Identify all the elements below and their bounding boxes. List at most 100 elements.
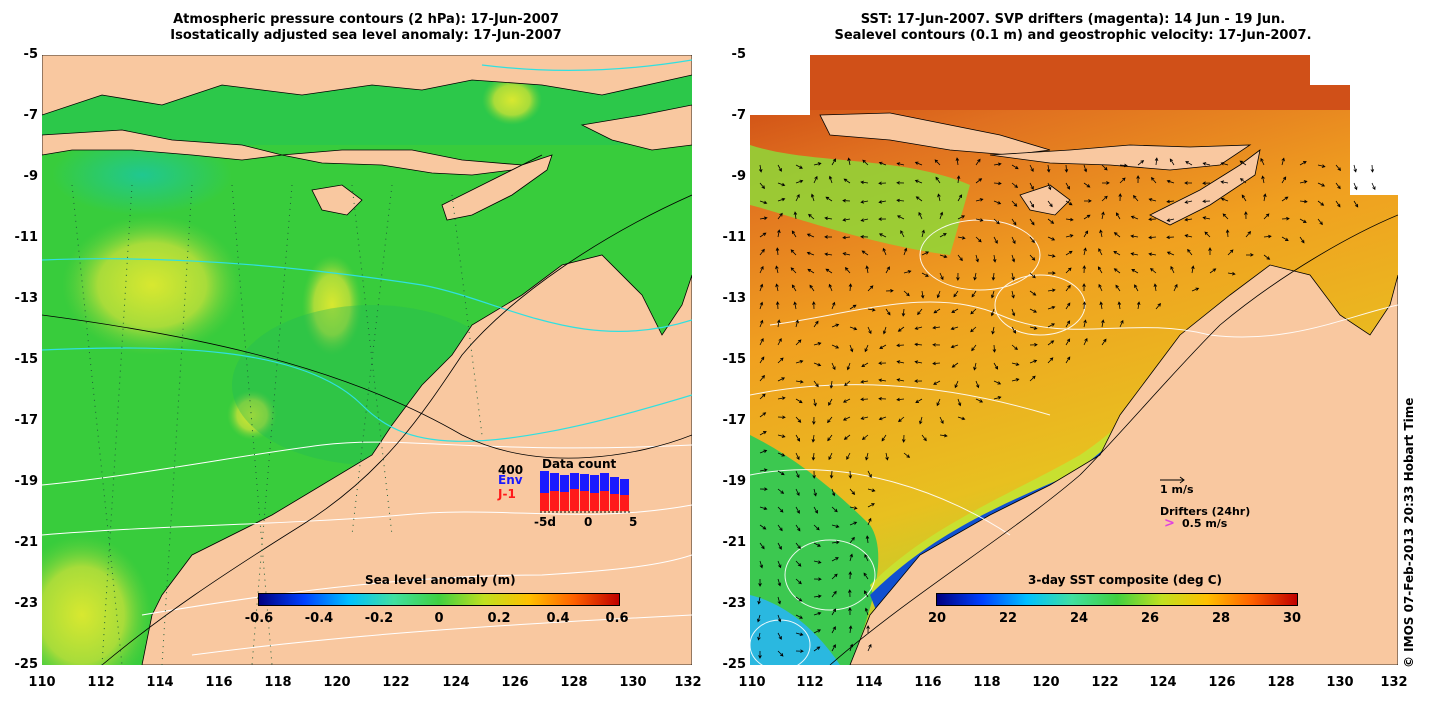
velocity-scale-arrow — [1160, 476, 1185, 484]
y-tick: -21 — [14, 535, 39, 550]
x-tick: 112 — [796, 675, 824, 690]
y-tick: -19 — [14, 474, 39, 489]
x-tick: 112 — [87, 675, 115, 690]
x-tick: 130 — [1326, 675, 1354, 690]
colorbar-tick: -0.4 — [304, 611, 334, 626]
j1-count-bar — [550, 491, 559, 511]
colorbar-tick: 24 — [1069, 611, 1089, 626]
y-tick: -5 — [23, 47, 38, 62]
depth-contour — [829, 214, 1398, 665]
y-tick: -25 — [14, 657, 39, 672]
y-tick: -19 — [722, 474, 747, 489]
x-tick: 120 — [323, 675, 351, 690]
geostrophic-velocity-arrows — [756, 157, 1376, 659]
x-tick: 126 — [501, 675, 529, 690]
australia-landmass — [849, 264, 1398, 665]
y-tick: -5 — [731, 47, 746, 62]
australia-landmass — [141, 254, 692, 665]
x-tick: 124 — [1149, 675, 1177, 690]
x-tick: 116 — [205, 675, 233, 690]
x-tick: 122 — [1091, 675, 1119, 690]
x-tick: 114 — [855, 675, 883, 690]
y-tick: -9 — [731, 169, 746, 184]
x-tick: 120 — [1032, 675, 1060, 690]
j1-count-bar — [540, 493, 549, 511]
indonesia-landmass — [42, 55, 692, 221]
sst-colorbar-label: 3-day SST composite (deg C) — [1028, 573, 1223, 587]
y-tick: -21 — [722, 535, 747, 550]
drifter-scale-label: 0.5 m/s — [1182, 517, 1228, 530]
j1-count-bar — [570, 489, 579, 511]
sst-colorbar-scale — [936, 593, 1298, 606]
right-map-title: SST: 17-Jun-2007. SVP drifters (magenta)… — [748, 12, 1398, 44]
inset-xtick-zero: 0 — [584, 515, 593, 529]
inset-title: Data count — [542, 457, 617, 471]
positive-anomaly-region — [62, 215, 242, 355]
colorbar-tick: 26 — [1140, 611, 1160, 626]
x-tick: 110 — [738, 675, 766, 690]
j1-count-bar — [560, 492, 569, 511]
inset-xtick-start: -5d — [534, 515, 556, 529]
x-tick: 132 — [674, 675, 702, 690]
j1-count-bar — [620, 495, 629, 511]
sst-map: 1 m/s Drifters (24hr) > 0.5 m/s — [750, 55, 1398, 665]
inset-env-label: Env — [498, 473, 523, 487]
velocity-scale-label: 1 m/s — [1160, 483, 1194, 496]
inset-bar-chart — [540, 471, 632, 513]
colorbar-tick: 0.6 — [605, 611, 629, 626]
y-tick: -9 — [23, 169, 38, 184]
inset-xtick-end: 5 — [629, 515, 638, 529]
y-tick: -11 — [722, 230, 747, 245]
x-tick: 132 — [1380, 675, 1408, 690]
j1-count-bar — [610, 494, 619, 511]
pressure-contours — [42, 59, 692, 665]
j1-count-bar — [600, 491, 609, 511]
y-tick: -23 — [722, 596, 747, 611]
colorbar-tick: -0.2 — [364, 611, 394, 626]
y-tick: -17 — [14, 413, 39, 428]
cloud-mask — [750, 55, 1398, 195]
y-tick: -11 — [14, 230, 39, 245]
inset-j1-label: J-1 — [498, 487, 516, 501]
sst-map-svg — [750, 55, 1398, 665]
x-tick: 128 — [1267, 675, 1295, 690]
x-tick: 114 — [146, 675, 174, 690]
inset-max-label: 400 — [498, 463, 524, 477]
indonesia-landmass — [819, 112, 1261, 226]
satellite-tracks — [71, 184, 483, 665]
sea-level-anomaly-map: Data count 400 Env J-1 -5d 0 5 — [42, 55, 692, 665]
colorbar-tick: -0.6 — [244, 611, 274, 626]
left-title-line1: Atmospheric pressure contours (2 hPa): 1… — [173, 12, 559, 27]
x-tick: 118 — [264, 675, 292, 690]
x-tick: 110 — [28, 675, 56, 690]
x-tick: 118 — [973, 675, 1001, 690]
y-tick: -15 — [14, 352, 39, 367]
y-tick: -7 — [23, 108, 38, 123]
y-tick: -23 — [14, 596, 39, 611]
copyright-notice: © IMOS 07-Feb-2013 20:33 Hobart Time — [1402, 397, 1416, 668]
drifters-title: Drifters (24hr) — [1160, 505, 1251, 518]
y-tick: -7 — [731, 108, 746, 123]
right-title-line1: SST: 17-Jun-2007. SVP drifters (magenta)… — [860, 12, 1286, 27]
sea-level-colorbar-label: Sea level anomaly (m) — [365, 573, 516, 587]
sea-level-colorbar-scale — [258, 593, 620, 606]
x-tick: 124 — [442, 675, 470, 690]
drifter-symbol: > — [1164, 516, 1175, 531]
sea-level-anomaly-map-svg — [42, 55, 692, 665]
x-tick: 128 — [560, 675, 588, 690]
x-tick: 126 — [1208, 675, 1236, 690]
y-tick: -25 — [722, 657, 747, 672]
colorbar-tick: 22 — [998, 611, 1018, 626]
x-tick: 122 — [382, 675, 410, 690]
env-count-bar — [540, 471, 549, 511]
colorbar-tick: 0 — [434, 611, 444, 626]
data-count-inset: Data count 400 Env J-1 -5d 0 5 — [498, 455, 648, 535]
y-tick: -13 — [14, 291, 39, 306]
left-title-line2: Isostatically adjusted sea level anomaly… — [170, 28, 562, 43]
right-title-line2: Sealevel contours (0.1 m) and geostrophi… — [834, 28, 1312, 43]
y-tick: -17 — [722, 413, 747, 428]
colorbar-tick: 28 — [1211, 611, 1231, 626]
x-tick: 130 — [619, 675, 647, 690]
colorbar-tick: 0.4 — [546, 611, 570, 626]
